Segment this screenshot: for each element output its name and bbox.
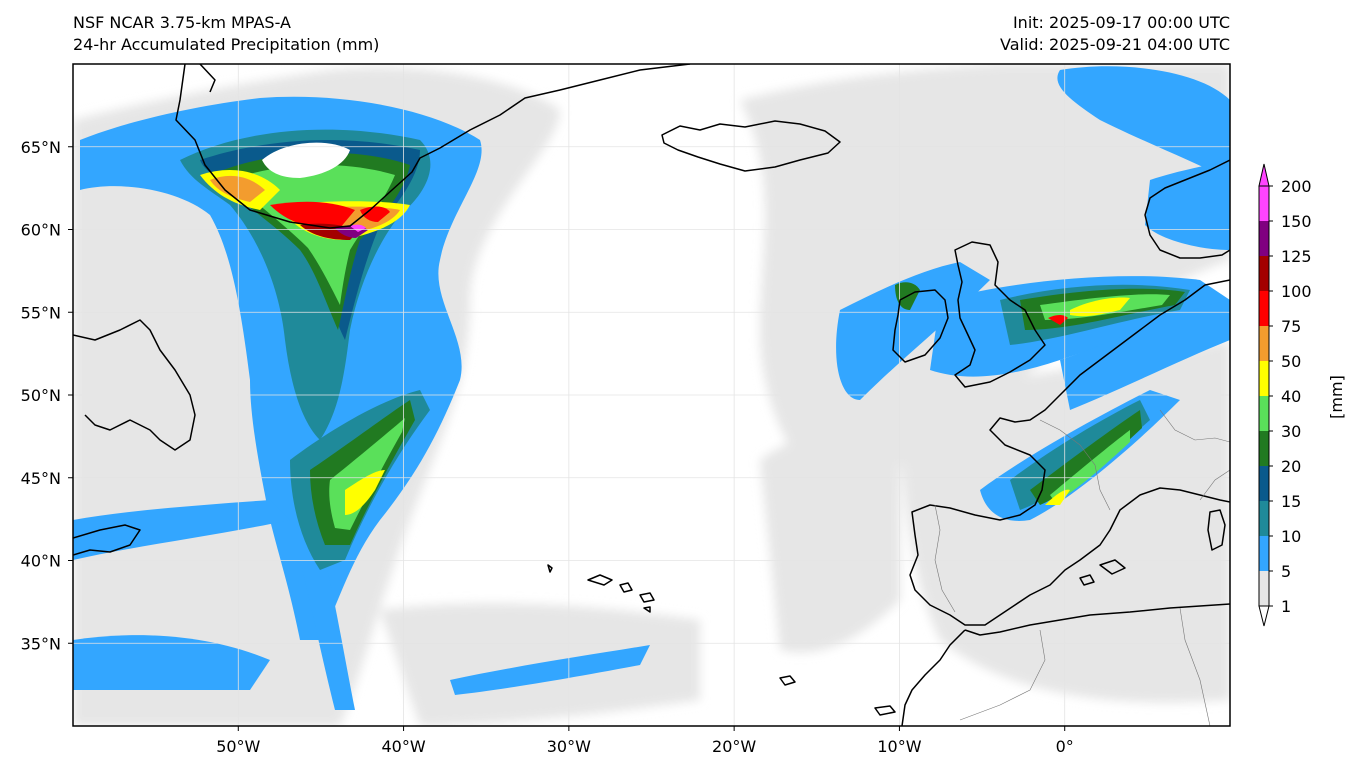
colorbar-segment bbox=[1259, 431, 1269, 466]
lat-tick-label: 35°N bbox=[21, 634, 61, 653]
longitude-axis: 50°W 40°W 30°W 20°W 10°W 0° bbox=[216, 726, 1074, 756]
lat-tick-label: 40°N bbox=[21, 552, 61, 571]
colorbar-level-label: 40 bbox=[1281, 387, 1301, 406]
colorbar-level-label: 1 bbox=[1281, 597, 1291, 616]
lon-tick-label: 10°W bbox=[877, 737, 921, 756]
title-right: Init: 2025-09-17 00:00 UTC Valid: 2025-0… bbox=[1000, 12, 1230, 56]
colorbar-segment bbox=[1259, 466, 1269, 501]
title-left: NSF NCAR 3.75-km MPAS-A 24-hr Accumulate… bbox=[73, 12, 379, 56]
init-time: Init: 2025-09-17 00:00 UTC bbox=[1012, 13, 1230, 32]
lon-tick-label: 40°W bbox=[381, 737, 425, 756]
colorbar-segment bbox=[1259, 256, 1269, 291]
colorbar-segment bbox=[1259, 536, 1269, 571]
model-title: NSF NCAR 3.75-km MPAS-A bbox=[73, 13, 291, 32]
latitude-axis: 35°N 40°N 45°N 50°N 55°N 60°N 65°N bbox=[21, 138, 73, 653]
field-title: 24-hr Accumulated Precipitation (mm) bbox=[73, 35, 380, 54]
colorbar-segment bbox=[1259, 396, 1269, 431]
colorbar-segment bbox=[1259, 571, 1269, 606]
lat-tick-label: 45°N bbox=[21, 469, 61, 488]
colorbar-level-label: 150 bbox=[1281, 212, 1312, 231]
lat-tick-label: 60°N bbox=[21, 221, 61, 240]
colorbar-level-label: 20 bbox=[1281, 457, 1301, 476]
colorbar-level-label: 125 bbox=[1281, 247, 1312, 266]
colorbar-segment bbox=[1259, 291, 1269, 326]
colorbar-level-label: 15 bbox=[1281, 492, 1301, 511]
precip-field bbox=[73, 64, 1230, 726]
colorbar-segment bbox=[1259, 501, 1269, 536]
colorbar-extend-min bbox=[1258, 605, 1270, 627]
country-borders bbox=[934, 409, 1230, 726]
lon-tick-label: 0° bbox=[1056, 737, 1074, 756]
colorbar-level-label: 75 bbox=[1281, 317, 1301, 336]
colorbar-unit-label: [mm] bbox=[1327, 375, 1346, 419]
colorbar-level-label: 100 bbox=[1281, 282, 1312, 301]
graticule-lines bbox=[73, 64, 1230, 726]
colorbar-segment bbox=[1259, 186, 1269, 221]
lon-tick-label: 20°W bbox=[712, 737, 756, 756]
valid-time: Valid: 2025-09-21 04:00 UTC bbox=[999, 35, 1230, 54]
colorbar-level-label: 10 bbox=[1281, 527, 1301, 546]
colorbar-level-label: 5 bbox=[1281, 562, 1291, 581]
colorbar-level-label: 50 bbox=[1281, 352, 1301, 371]
colorbar-level-label: 200 bbox=[1281, 177, 1312, 196]
lat-tick-label: 65°N bbox=[21, 138, 61, 157]
lon-tick-label: 50°W bbox=[216, 737, 260, 756]
coastlines bbox=[73, 64, 1230, 726]
colorbar-extend-max bbox=[1258, 163, 1270, 187]
colorbar-level-label: 30 bbox=[1281, 422, 1301, 441]
colorbar-segment bbox=[1259, 221, 1269, 256]
lon-tick-label: 30°W bbox=[547, 737, 591, 756]
colorbar-segment bbox=[1259, 326, 1269, 361]
lat-tick-label: 55°N bbox=[21, 303, 61, 322]
lat-tick-label: 50°N bbox=[21, 386, 61, 405]
colorbar-segment bbox=[1259, 361, 1269, 396]
